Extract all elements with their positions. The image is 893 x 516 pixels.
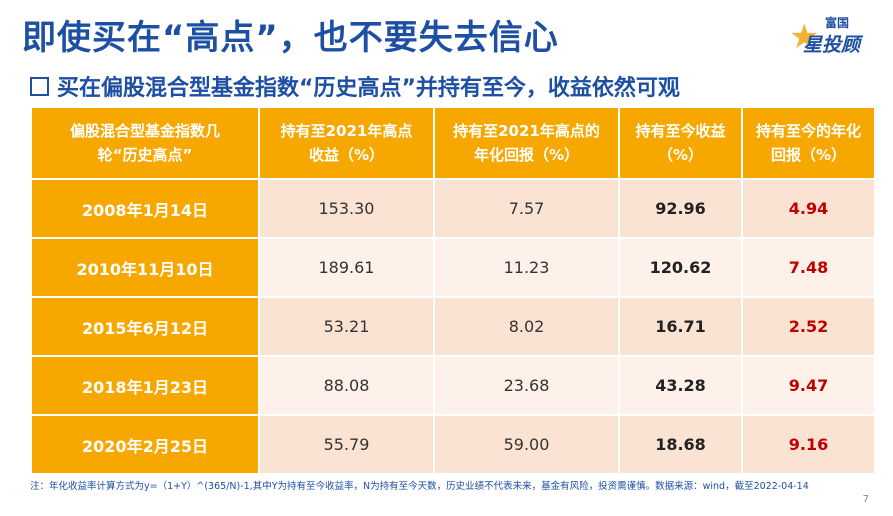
cell-return-now: 43.28 — [618, 355, 743, 416]
cell-return-now: 18.68 — [618, 414, 743, 475]
table-row: 2018年1月23日 88.08 23.68 43.28 9.47 — [30, 355, 876, 416]
table-row: 2020年2月25日 55.79 59.00 18.68 9.16 — [30, 414, 876, 475]
cell-annualized-now: 9.47 — [741, 355, 876, 416]
cell-return-2021: 53.21 — [258, 296, 435, 357]
footnote: 注：年化收益率计算方式为y=（1+Y）^(365/N)-1,其中Y为持有至今收益… — [30, 481, 809, 492]
cell-annualized-2021: 7.57 — [433, 178, 620, 239]
row-date: 2018年1月23日 — [30, 355, 260, 416]
table-header-row: 偏股混合型基金指数几轮“历史高点” 持有至2021年高点收益（%） 持有至202… — [30, 106, 876, 180]
cell-annualized-2021: 23.68 — [433, 355, 620, 416]
cell-annualized-now: 2.52 — [741, 296, 876, 357]
cell-annualized-2021: 59.00 — [433, 414, 620, 475]
star-icon: ★ — [789, 17, 820, 57]
cell-return-2021: 189.61 — [258, 237, 435, 298]
row-date: 2010年11月10日 — [30, 237, 260, 298]
page-number: 7 — [862, 494, 869, 505]
cell-return-2021: 153.30 — [258, 178, 435, 239]
header-annualized-2021: 持有至2021年高点的年化回报（%） — [433, 106, 620, 180]
subtitle: 买在偏股混合型基金指数“历史高点”并持有至今，收益依然可观 — [30, 70, 680, 102]
page-title: 即使买在“高点”，也不要失去信心 — [22, 18, 559, 58]
logo-line1: 富国 — [825, 16, 850, 30]
cell-return-now: 92.96 — [618, 178, 743, 239]
cell-return-now: 16.71 — [618, 296, 743, 357]
header-return-2021: 持有至2021年高点收益（%） — [258, 106, 435, 180]
logo-line2: 星投顾 — [803, 34, 861, 56]
cell-return-2021: 88.08 — [258, 355, 435, 416]
cell-annualized-now: 9.16 — [741, 414, 876, 475]
cell-return-now: 120.62 — [618, 237, 743, 298]
data-table: 偏股混合型基金指数几轮“历史高点” 持有至2021年高点收益（%） 持有至202… — [30, 106, 876, 475]
logo: ★ 富国 星投顾 — [789, 12, 881, 58]
header-return-now: 持有至今收益（%） — [618, 106, 743, 180]
header-peak-date: 偏股混合型基金指数几轮“历史高点” — [30, 106, 260, 180]
row-date: 2015年6月12日 — [30, 296, 260, 357]
table-row: 2008年1月14日 153.30 7.57 92.96 4.94 — [30, 178, 876, 239]
row-date: 2008年1月14日 — [30, 178, 260, 239]
cell-annualized-2021: 11.23 — [433, 237, 620, 298]
checkbox-square-icon — [30, 77, 49, 96]
row-date: 2020年2月25日 — [30, 414, 260, 475]
table-row: 2015年6月12日 53.21 8.02 16.71 2.52 — [30, 296, 876, 357]
cell-return-2021: 55.79 — [258, 414, 435, 475]
table-row: 2010年11月10日 189.61 11.23 120.62 7.48 — [30, 237, 876, 298]
cell-annualized-2021: 8.02 — [433, 296, 620, 357]
cell-annualized-now: 4.94 — [741, 178, 876, 239]
cell-annualized-now: 7.48 — [741, 237, 876, 298]
subtitle-text: 买在偏股混合型基金指数“历史高点”并持有至今，收益依然可观 — [57, 76, 680, 101]
header-annualized-now: 持有至今的年化回报（%） — [741, 106, 876, 180]
